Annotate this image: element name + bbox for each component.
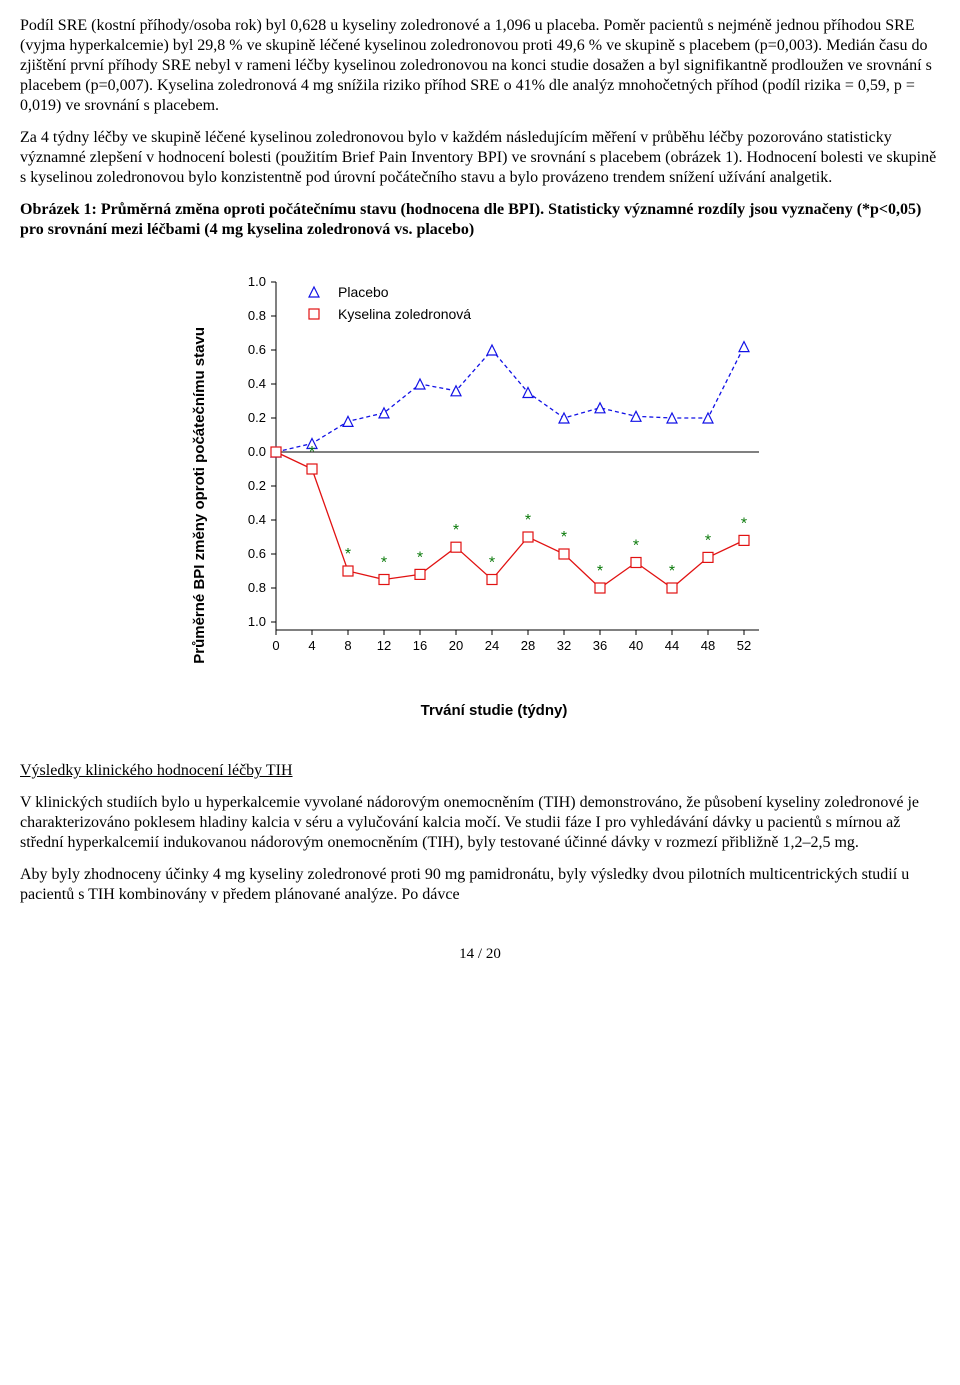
svg-text:0: 0 xyxy=(272,638,279,653)
svg-text:36: 36 xyxy=(593,638,607,653)
svg-text:0.6: 0.6 xyxy=(248,546,266,561)
svg-text:0.2: 0.2 xyxy=(248,410,266,425)
paragraph-2: Za 4 týdny léčby ve skupině léčené kysel… xyxy=(20,128,940,188)
svg-text:Placebo: Placebo xyxy=(338,284,389,300)
svg-text:*: * xyxy=(489,555,495,572)
svg-text:0.2: 0.2 xyxy=(248,478,266,493)
bpi-chart: Průměrné BPI změny oproti počátečnímu st… xyxy=(20,270,940,721)
svg-text:0.6: 0.6 xyxy=(248,342,266,357)
paragraph-4: Aby byly zhodnoceny účinky 4 mg kyseliny… xyxy=(20,865,940,905)
paragraph-1: Podíl SRE (kostní příhody/osoba rok) byl… xyxy=(20,16,940,116)
figure-caption: Obrázek 1: Průměrná změna oproti počáteč… xyxy=(20,200,940,240)
svg-text:1.0: 1.0 xyxy=(248,274,266,289)
svg-text:0.4: 0.4 xyxy=(248,512,266,527)
svg-text:40: 40 xyxy=(629,638,643,653)
svg-text:*: * xyxy=(705,532,711,549)
svg-text:8: 8 xyxy=(344,638,351,653)
svg-text:32: 32 xyxy=(557,638,571,653)
svg-text:52: 52 xyxy=(737,638,751,653)
svg-text:0.4: 0.4 xyxy=(248,376,266,391)
svg-text:4: 4 xyxy=(308,638,315,653)
svg-text:*: * xyxy=(345,546,351,563)
svg-text:0.0: 0.0 xyxy=(248,444,266,459)
svg-text:*: * xyxy=(669,563,675,580)
svg-text:*: * xyxy=(453,522,459,539)
svg-text:*: * xyxy=(741,515,747,532)
svg-text:0.8: 0.8 xyxy=(248,308,266,323)
svg-text:Kyselina zoledronová: Kyselina zoledronová xyxy=(338,306,471,322)
svg-text:*: * xyxy=(597,563,603,580)
svg-text:20: 20 xyxy=(449,638,463,653)
svg-text:0.8: 0.8 xyxy=(248,580,266,595)
x-axis-label: Trvání studie (týdny) xyxy=(214,702,774,721)
svg-text:*: * xyxy=(525,512,531,529)
svg-text:44: 44 xyxy=(665,638,679,653)
svg-text:28: 28 xyxy=(521,638,535,653)
paragraph-3: V klinických studiích bylo u hyperkalcem… xyxy=(20,793,940,853)
y-axis-label: Průměrné BPI změny oproti počátečnímu st… xyxy=(191,327,210,664)
svg-text:*: * xyxy=(381,555,387,572)
svg-text:*: * xyxy=(309,444,315,461)
svg-text:*: * xyxy=(561,529,567,546)
page-number: 14 / 20 xyxy=(20,945,940,964)
section-heading-tih: Výsledky klinického hodnocení léčby TIH xyxy=(20,761,940,781)
svg-text:16: 16 xyxy=(413,638,427,653)
svg-text:12: 12 xyxy=(377,638,391,653)
chart-svg: 1.00.80.60.40.20.00.20.40.60.81.00481216… xyxy=(214,270,774,690)
svg-text:1.0: 1.0 xyxy=(248,614,266,629)
svg-text:*: * xyxy=(417,549,423,566)
svg-text:*: * xyxy=(633,538,639,555)
svg-text:48: 48 xyxy=(701,638,715,653)
svg-text:24: 24 xyxy=(485,638,499,653)
